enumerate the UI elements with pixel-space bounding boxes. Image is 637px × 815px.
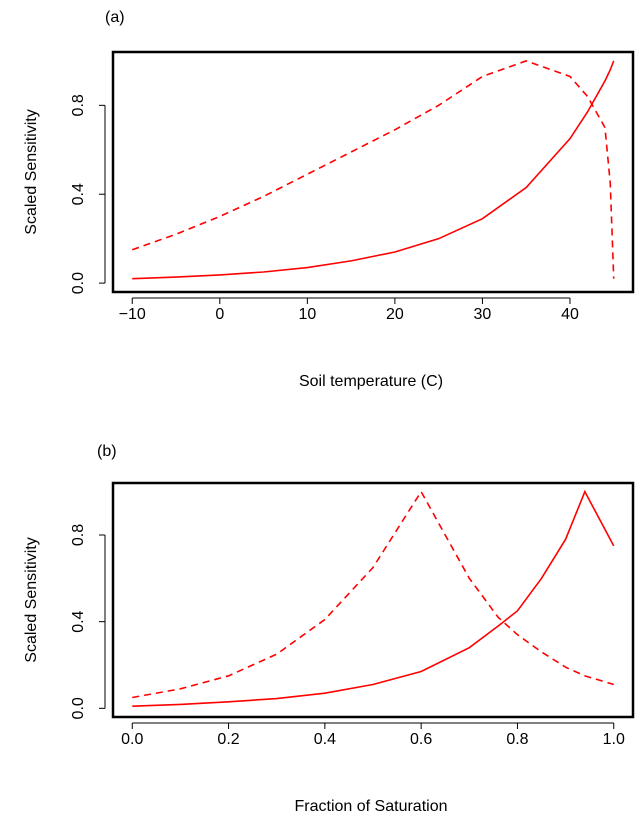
- x-tick-label: 1.0: [603, 731, 625, 748]
- line-series: [131, 60, 615, 279]
- x-tick-label: 40: [561, 306, 579, 323]
- x-axis-label: Soil temperature (C): [299, 373, 443, 390]
- y-tick-label: 0.4: [70, 610, 87, 632]
- x-tick-label: 0.4: [314, 731, 336, 748]
- y-axis-label: Scaled Sensitivity: [23, 537, 40, 662]
- y-tick-label: 0.8: [70, 524, 87, 546]
- line-series: [132, 489, 615, 707]
- y-tick-label: 0.0: [70, 272, 87, 294]
- plot-frame: [111, 50, 635, 294]
- x-tick-label: 0.6: [410, 731, 432, 748]
- line-series: [132, 60, 615, 280]
- x-tick-label: 20: [386, 306, 404, 323]
- x-tick-label: 0.8: [506, 731, 528, 748]
- y-tick-label: 0.4: [70, 183, 87, 205]
- panel-label: (a): [105, 9, 125, 26]
- x-tick-label: 0.0: [121, 731, 143, 748]
- y-tick-label: 0.8: [70, 94, 87, 116]
- line-series: [132, 490, 614, 699]
- panel-label: (b): [97, 443, 117, 460]
- x-tick-label: 30: [474, 306, 492, 323]
- x-tick-label: 0: [215, 306, 224, 323]
- x-axis-label: Fraction of Saturation: [295, 798, 448, 815]
- x-tick-label: −10: [119, 306, 146, 323]
- y-axis-label: Scaled Sensitivity: [23, 109, 40, 234]
- y-tick-label: 0.0: [70, 697, 87, 719]
- x-tick-label: 0.2: [217, 731, 239, 748]
- plot-frame: [111, 481, 635, 719]
- x-tick-label: 10: [298, 306, 316, 323]
